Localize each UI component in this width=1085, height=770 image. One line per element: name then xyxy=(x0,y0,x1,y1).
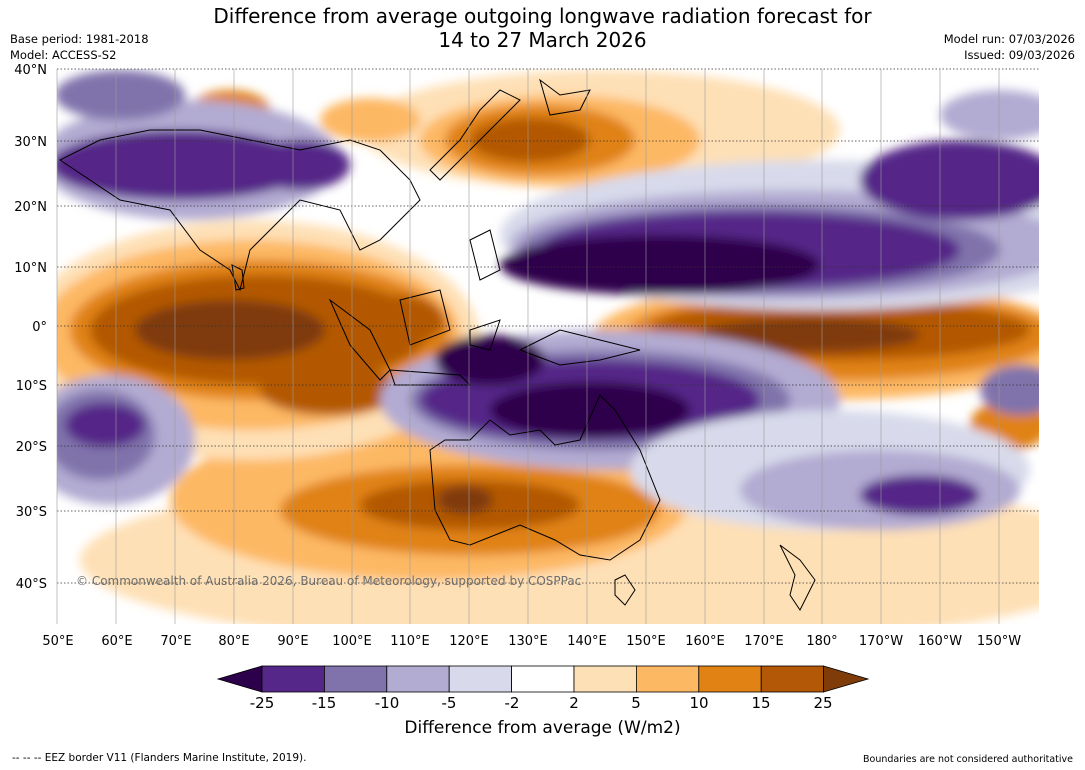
lat-label: 30°S xyxy=(16,505,47,520)
lon-label: 150°W xyxy=(977,634,1021,649)
longitude-labels: 50°E 60°E 70°E 80°E 90°E 100°E 110°E 120… xyxy=(42,634,1021,649)
colorbar-tick: 2 xyxy=(569,694,579,712)
lon-label: 60°E xyxy=(101,634,132,649)
base-period: Base period: 1981-2018 xyxy=(10,32,149,46)
colorbar-segment xyxy=(386,665,450,693)
lon-label: 170°W xyxy=(859,634,903,649)
lon-label: 180° xyxy=(806,634,837,649)
lat-label: 20°N xyxy=(14,200,47,215)
colorbar-tick: -2 xyxy=(504,694,520,712)
colorbar-segment xyxy=(573,665,637,693)
latitude-labels: 40°N 30°N 20°N 10°N 0° 10°S 20°S 30°S 40… xyxy=(14,63,47,592)
colorbar-segment xyxy=(216,665,263,693)
eez-border-note: -- -- -- EEZ border V11 (Flanders Marine… xyxy=(12,752,307,764)
lon-label: 130°E xyxy=(508,634,548,649)
lon-label: 140°E xyxy=(567,634,607,649)
colorbar-segment xyxy=(636,665,700,693)
lon-label: 160°E xyxy=(685,634,725,649)
colorbar-tick: -5 xyxy=(441,694,457,712)
title-line-2: 14 to 27 March 2026 xyxy=(438,28,647,52)
lon-label: 80°E xyxy=(218,634,249,649)
lat-label: 40°S xyxy=(16,577,47,592)
colorbar-ticks: -25 -15 -10 -5 -2 2 5 10 15 25 xyxy=(0,694,1085,714)
lat-label: 40°N xyxy=(14,63,47,78)
lon-label: 110°E xyxy=(390,634,430,649)
colorbar-segment xyxy=(448,665,513,693)
lon-label: 120°E xyxy=(449,634,489,649)
colorbar-title: Difference from average (W/m2) xyxy=(404,718,681,738)
issued-date: Issued: 09/03/2026 xyxy=(964,48,1075,62)
map-title: Difference from average outgoing longwav… xyxy=(0,4,1085,52)
colorbar xyxy=(216,665,870,693)
title-line-1: Difference from average outgoing longwav… xyxy=(213,4,872,28)
boundary-disclaimer: Boundaries are not considered authoritat… xyxy=(863,754,1073,765)
meridians xyxy=(56,69,1000,624)
colorbar-segment xyxy=(261,665,325,693)
lon-label: 70°E xyxy=(160,634,191,649)
lon-label: 90°E xyxy=(277,634,308,649)
colorbar-tick: -25 xyxy=(249,694,275,712)
lat-label: 30°N xyxy=(14,135,47,150)
colorbar-tick: 25 xyxy=(813,694,833,712)
model-name: Model: ACCESS-S2 xyxy=(10,48,117,62)
anomaly-field xyxy=(57,69,1039,624)
colorbar-tick: 5 xyxy=(631,694,641,712)
meta-right: Model run: 07/03/2026 Issued: 09/03/2026 xyxy=(944,31,1075,63)
lat-label: 10°S xyxy=(16,379,47,394)
meta-left: Base period: 1981-2018 Model: ACCESS-S2 xyxy=(10,31,149,63)
colorbar-tick: -15 xyxy=(311,694,337,712)
lon-label: 160°W xyxy=(918,634,962,649)
copyright-notice: © Commonwealth of Australia 2026, Bureau… xyxy=(76,574,582,588)
model-run: Model run: 07/03/2026 xyxy=(943,32,1075,46)
lon-label: 170°E xyxy=(744,634,784,649)
colorbar-segment xyxy=(323,665,388,693)
lat-label: 20°S xyxy=(16,440,47,455)
colorbar-tick: 10 xyxy=(689,694,709,712)
lon-label: 150°E xyxy=(626,634,666,649)
lon-label: 100°E xyxy=(332,634,372,649)
colorbar-tick: -10 xyxy=(374,694,400,712)
lat-label: 0° xyxy=(32,320,47,335)
graticule xyxy=(57,68,1039,584)
coastlines xyxy=(59,78,816,611)
colorbar-tick: 15 xyxy=(751,694,771,712)
lat-label: 10°N xyxy=(14,261,47,276)
colorbar-segment xyxy=(760,665,825,693)
colorbar-segment xyxy=(698,665,762,693)
colorbar-segment xyxy=(823,665,870,693)
colorbar-segment xyxy=(511,665,575,693)
lon-label: 50°E xyxy=(42,634,73,649)
